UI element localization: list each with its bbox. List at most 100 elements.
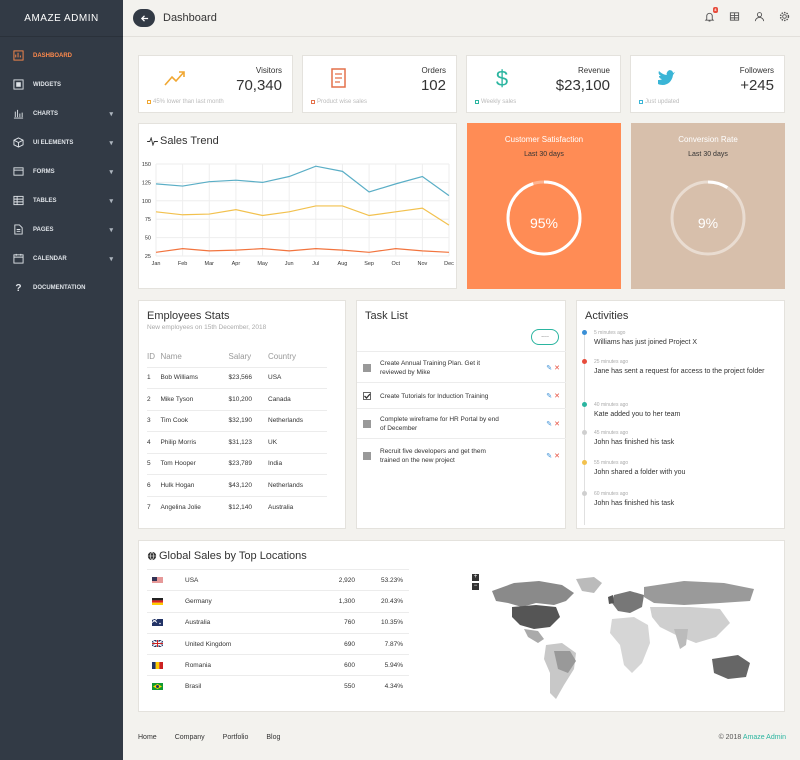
table-cell: $23,789 — [228, 452, 268, 475]
footer-link-blog[interactable]: Blog — [266, 734, 281, 741]
timeline-dot — [582, 359, 587, 364]
footer-link-portfolio[interactable]: Portfolio — [222, 734, 249, 741]
table-row[interactable]: Australia 760 10.35% — [147, 611, 409, 634]
profile-button[interactable] — [754, 11, 765, 22]
table-row[interactable]: 2 Mike Tyson $10,200 Canada — [147, 388, 327, 410]
brand-logo[interactable]: AMAZE ADMIN — [0, 0, 123, 37]
map-region-mexico[interactable] — [524, 629, 544, 643]
map-region-canada[interactable] — [492, 581, 574, 607]
map-region-usa[interactable] — [512, 605, 560, 629]
map-region-europe[interactable] — [612, 591, 644, 613]
map-region-africa[interactable] — [610, 617, 650, 673]
calendar-icon — [13, 253, 24, 264]
table-cell: $12,140 — [228, 495, 268, 518]
close-icon[interactable]: ✕ — [554, 364, 560, 372]
globe-icon — [147, 551, 157, 561]
activity-text: Kate added you to her team — [594, 411, 681, 418]
close-icon[interactable]: ✕ — [554, 393, 560, 400]
map-region-greenland[interactable] — [576, 577, 602, 593]
table-row[interactable]: 4 Philip Morris $31,123 UK — [147, 431, 327, 453]
task-checkbox[interactable] — [363, 392, 371, 400]
country-name: United Kingdom — [185, 632, 295, 655]
conversion-ring — [670, 180, 746, 256]
pulse-icon — [147, 136, 158, 146]
stat-value: $23,100 — [555, 77, 610, 94]
task-more-button[interactable]: .... — [531, 329, 559, 345]
back-button[interactable] — [133, 9, 155, 27]
map-region-brazil[interactable] — [554, 651, 576, 673]
notification-button[interactable]: 4 — [704, 7, 718, 22]
table-cell: Mike Tyson — [160, 388, 229, 410]
satisfaction-arc — [506, 180, 582, 256]
footer-link-company[interactable]: Company — [174, 734, 205, 741]
series-line-0 — [155, 165, 450, 197]
column-header[interactable]: Name — [160, 352, 182, 362]
table-row[interactable]: Germany 1,300 20.43% — [147, 590, 409, 613]
map-zoom-in-button[interactable]: + — [472, 574, 479, 581]
country-percent: 20.43% — [355, 590, 409, 613]
column-header[interactable]: Country — [268, 352, 297, 362]
table-row[interactable]: Romania 600 5.94% — [147, 654, 409, 676]
table-cell: $31,123 — [228, 431, 268, 453]
trend-up-icon — [163, 67, 185, 89]
country-name: USA — [185, 568, 295, 591]
footer-brand-link[interactable]: Amaze Admin — [742, 734, 786, 741]
footer-link-home[interactable]: Home — [138, 734, 157, 741]
apps-button[interactable] — [729, 11, 740, 22]
close-icon[interactable]: ✕ — [554, 453, 560, 460]
global-sales-table: USA 2,920 53.23% Germany 1,300 20.43% Australi… — [147, 568, 409, 698]
sidebar-item-ui-elements[interactable]: UI ELEMENTS ▾ — [0, 128, 123, 157]
sidebar: AMAZE ADMIN DASHBOARD WIDGETS CHARTS ▾ UI EL… — [0, 0, 123, 760]
task-checkbox[interactable] — [363, 420, 371, 428]
map-region-india[interactable] — [674, 629, 688, 649]
table-row[interactable]: 3 Tim Cook $32,190 Netherlands — [147, 409, 327, 432]
x-tick-label: Mar — [205, 261, 215, 267]
arrow-left-icon — [140, 14, 148, 22]
task-item: Create Annual Training Plan. Get it revi… — [357, 351, 566, 382]
edit-icon[interactable]: ✎ — [546, 364, 553, 372]
sidebar-item-calendar[interactable]: CALENDAR ▾ — [0, 244, 123, 273]
edit-icon[interactable]: ✎ — [546, 421, 553, 428]
activity-time: 5 minutes ago — [594, 330, 626, 336]
country-sales: 1,300 — [295, 590, 355, 613]
sidebar-item-widgets[interactable]: WIDGETS — [0, 70, 123, 99]
table-cell: $23,566 — [228, 366, 268, 389]
footer-copyright: © 2018 — [718, 734, 742, 741]
table-row[interactable]: 6 Hulk Hogan $43,120 Netherlands — [147, 474, 327, 496]
task-item: Create Tutorials for Induction Training ✎… — [357, 382, 566, 408]
table-row[interactable]: 7 Angelina Jolie $12,140 Australia — [147, 495, 327, 518]
table-row[interactable]: 1 Bob Williams $23,566 USA — [147, 366, 327, 389]
map-region-australia[interactable] — [712, 655, 750, 679]
table-row[interactable]: USA 2,920 53.23% — [147, 568, 409, 591]
y-tick-label: 100 — [142, 199, 151, 205]
sidebar-item-charts[interactable]: CHARTS ▾ — [0, 99, 123, 128]
map-region-russia[interactable] — [644, 581, 754, 605]
column-header[interactable]: Salary — [228, 352, 252, 362]
edit-icon[interactable]: ✎ — [546, 453, 553, 460]
map-region-uk[interactable] — [608, 595, 614, 604]
sidebar-item-label: PAGES — [33, 226, 54, 233]
sidebar-item-documentation[interactable]: ? DOCUMENTATION — [0, 273, 123, 302]
table-row[interactable]: Brasil 550 4.34% — [147, 675, 409, 698]
country-sales: 690 — [295, 632, 355, 655]
map-zoom-out-button[interactable]: − — [472, 583, 479, 590]
table-cell: $32,190 — [228, 409, 268, 432]
task-text: Create Annual Training Plan. Get it revi… — [380, 359, 481, 376]
table-cell: 4 — [147, 431, 161, 453]
task-checkbox[interactable] — [363, 452, 371, 460]
map-region-asia[interactable] — [650, 607, 730, 643]
table-row[interactable]: 5 Tom Hooper $23,789 India — [147, 452, 327, 475]
table-row[interactable]: United Kingdom 690 7.87% — [147, 632, 409, 655]
table-cell: $43,120 — [228, 474, 268, 496]
sidebar-item-dashboard[interactable]: DASHBOARD — [0, 41, 123, 70]
close-icon[interactable]: ✕ — [554, 421, 560, 428]
settings-button[interactable] — [779, 11, 790, 22]
country-percent: 4.34% — [355, 675, 409, 698]
edit-icon[interactable]: ✎ — [546, 393, 553, 400]
task-checkbox[interactable] — [363, 363, 371, 372]
column-header[interactable]: ID — [147, 352, 155, 362]
sidebar-item-pages[interactable]: PAGES ▾ — [0, 215, 123, 244]
sidebar-item-tables[interactable]: TABLES ▾ — [0, 186, 123, 215]
sidebar-item-forms[interactable]: FORMS ▾ — [0, 157, 123, 186]
conversion-title: Conversion Rate — [678, 135, 738, 144]
